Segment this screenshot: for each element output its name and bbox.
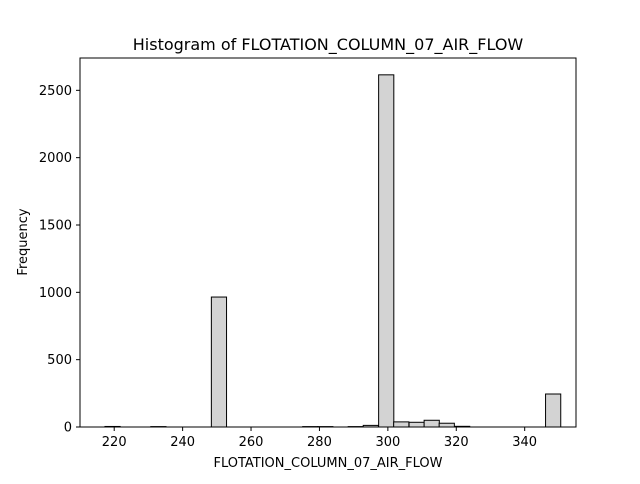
y-axis-label: Frequency bbox=[16, 208, 31, 275]
x-axis-label: FLOTATION_COLUMN_07_AIR_FLOW bbox=[213, 456, 442, 471]
x-tick-label: 260 bbox=[239, 435, 264, 450]
histogram-bar bbox=[379, 75, 394, 427]
histogram-bar bbox=[211, 297, 226, 427]
histogram-bar bbox=[394, 422, 409, 427]
y-tick-label: 1000 bbox=[39, 286, 72, 301]
histogram-bar bbox=[546, 394, 561, 427]
histogram-bar bbox=[424, 420, 439, 427]
y-tick-label: 0 bbox=[64, 421, 72, 436]
y-tick-label: 2500 bbox=[39, 84, 72, 99]
chart-title: Histogram of FLOTATION_COLUMN_07_AIR_FLO… bbox=[133, 35, 524, 55]
x-tick-label: 300 bbox=[375, 435, 400, 450]
y-tick-label: 1500 bbox=[39, 218, 72, 233]
x-tick-label: 220 bbox=[102, 435, 127, 450]
y-tick-label: 500 bbox=[47, 353, 72, 368]
histogram-bar bbox=[409, 422, 424, 427]
x-tick-label: 280 bbox=[307, 435, 332, 450]
histogram-bar bbox=[439, 423, 454, 427]
x-tick-label: 320 bbox=[444, 435, 469, 450]
x-tick-label: 340 bbox=[512, 435, 537, 450]
y-tick-label: 2000 bbox=[39, 151, 72, 166]
x-tick-label: 240 bbox=[170, 435, 195, 450]
